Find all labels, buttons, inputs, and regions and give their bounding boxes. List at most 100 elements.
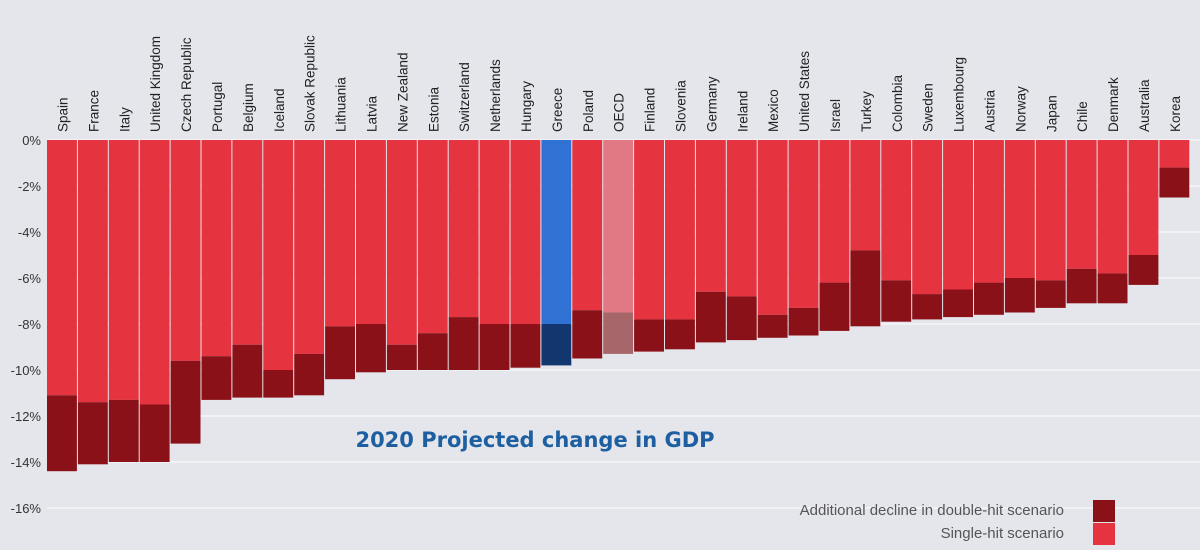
x-tick-label-australia: Australia: [1137, 79, 1152, 132]
bar-additional-finland: [634, 319, 664, 352]
bar-single-new-zealand: [386, 140, 417, 345]
bar-single-colombia: [881, 140, 912, 281]
x-tick-label-spain: Spain: [55, 97, 70, 132]
bar-single-australia: [1128, 140, 1159, 255]
bar-single-austria: [974, 140, 1004, 283]
bar-single-latvia: [356, 140, 386, 324]
bar-single-sweden: [912, 140, 943, 295]
y-tick-label: -16%: [11, 501, 42, 516]
x-tick-label-latvia: Latvia: [364, 95, 379, 132]
bar-single-iceland: [263, 140, 294, 370]
legend-swatch-additional: [1093, 500, 1115, 522]
x-tick-label-israel: Israel: [828, 99, 843, 132]
x-tick-label-iceland: Iceland: [272, 88, 287, 132]
bar-additional-italy: [108, 399, 139, 462]
bar-single-chile: [1066, 140, 1097, 269]
bar-additional-austria: [974, 282, 1004, 315]
x-tick-label-slovak-republic: Slovak Republic: [303, 35, 318, 132]
bar-additional-poland: [572, 310, 603, 359]
bar-additional-iceland: [263, 370, 294, 398]
x-tick-label-oecd: OECD: [612, 93, 627, 132]
x-tick-label-france: France: [86, 90, 101, 132]
x-tick-label-turkey: Turkey: [859, 91, 874, 132]
chart-title: 2020 Projected change in GDP: [355, 428, 714, 452]
bar-single-ireland: [726, 140, 757, 297]
x-tick-label-korea: Korea: [1168, 95, 1183, 132]
x-tick-label-japan: Japan: [1044, 95, 1059, 132]
bar-additional-ireland: [726, 296, 757, 341]
legend-label-single: Single-hit scenario: [941, 525, 1064, 542]
bar-single-poland: [572, 140, 603, 311]
bar-additional-colombia: [881, 280, 912, 322]
x-axis-labels: Spain France Italy United Kingdom Czech Repu…: [55, 35, 1182, 132]
x-tick-label-luxembourg: Luxembourg: [952, 57, 967, 132]
bar-additional-united-states: [788, 307, 819, 336]
y-tick-label: -12%: [11, 409, 42, 424]
bar-additional-switzerland: [448, 317, 479, 370]
bar-additional-turkey: [850, 250, 881, 327]
bar-single-denmark: [1097, 140, 1128, 274]
bar-single-spain: [47, 140, 77, 396]
x-tick-label-denmark: Denmark: [1106, 77, 1121, 132]
x-tick-label-austria: Austria: [982, 89, 997, 132]
bar-single-greece: [541, 140, 572, 324]
bar-additional-latvia: [356, 324, 386, 373]
y-tick-label: -6%: [18, 271, 42, 286]
x-tick-label-poland: Poland: [581, 90, 596, 132]
x-tick-label-united-states: United States: [797, 51, 812, 132]
y-tick-label: -10%: [11, 363, 42, 378]
bar-single-israel: [819, 140, 850, 283]
bar-additional-oecd: [603, 312, 634, 354]
legend-swatch-single: [1093, 523, 1115, 545]
bar-additional-denmark: [1097, 273, 1128, 304]
y-axis-labels: 0% -2% -4% -6% -8% -10% -12% -14% -16%: [11, 133, 42, 516]
y-tick-label: 0%: [22, 133, 41, 148]
x-tick-label-chile: Chile: [1075, 101, 1090, 132]
bar-additional-france: [77, 402, 108, 465]
x-tick-label-greece: Greece: [550, 88, 565, 132]
bar-additional-slovak-republic: [294, 353, 325, 396]
legend-label-additional: Additional decline in double-hit scenari…: [800, 502, 1064, 519]
x-tick-label-mexico: Mexico: [766, 89, 781, 132]
bar-additional-luxembourg: [943, 289, 973, 318]
bar-additional-hungary: [510, 324, 541, 368]
bar-additional-portugal: [201, 356, 232, 400]
bar-additional-new-zealand: [386, 344, 417, 370]
bar-single-belgium: [232, 140, 263, 345]
bar-additional-belgium: [232, 344, 263, 398]
x-tick-label-estonia: Estonia: [426, 86, 441, 132]
bar-additional-estonia: [417, 333, 448, 370]
x-tick-label-ireland: Ireland: [735, 91, 750, 132]
x-tick-label-colombia: Colombia: [890, 74, 905, 132]
y-tick-label: -14%: [11, 455, 42, 470]
bar-single-mexico: [757, 140, 788, 315]
y-tick-label: -2%: [18, 179, 42, 194]
bar-layer: [47, 140, 1190, 472]
bar-single-netherlands: [479, 140, 510, 324]
x-tick-label-portugal: Portugal: [210, 82, 225, 132]
bar-additional-sweden: [912, 294, 943, 320]
bar-single-estonia: [417, 140, 448, 334]
bar-single-italy: [108, 140, 139, 400]
bar-single-slovak-republic: [294, 140, 325, 354]
x-tick-label-finland: Finland: [643, 88, 658, 132]
x-tick-label-norway: Norway: [1013, 86, 1028, 132]
bar-additional-japan: [1035, 280, 1066, 308]
y-tick-label: -8%: [18, 317, 42, 332]
x-tick-label-united-kingdom: United Kingdom: [148, 36, 163, 132]
bar-single-korea: [1159, 140, 1190, 168]
bar-single-france: [77, 140, 108, 403]
x-tick-label-lithuania: Lithuania: [334, 77, 349, 132]
bar-single-finland: [634, 140, 664, 320]
bar-additional-lithuania: [325, 326, 355, 380]
x-tick-label-switzerland: Switzerland: [457, 62, 472, 132]
x-tick-label-new-zealand: New Zealand: [395, 52, 410, 132]
x-tick-label-sweden: Sweden: [921, 83, 936, 132]
bar-single-switzerland: [448, 140, 479, 318]
bar-single-hungary: [510, 140, 541, 324]
bar-single-turkey: [850, 140, 881, 251]
bar-single-portugal: [201, 140, 232, 357]
bar-single-czech-republic: [170, 140, 201, 361]
bar-single-japan: [1035, 140, 1066, 281]
